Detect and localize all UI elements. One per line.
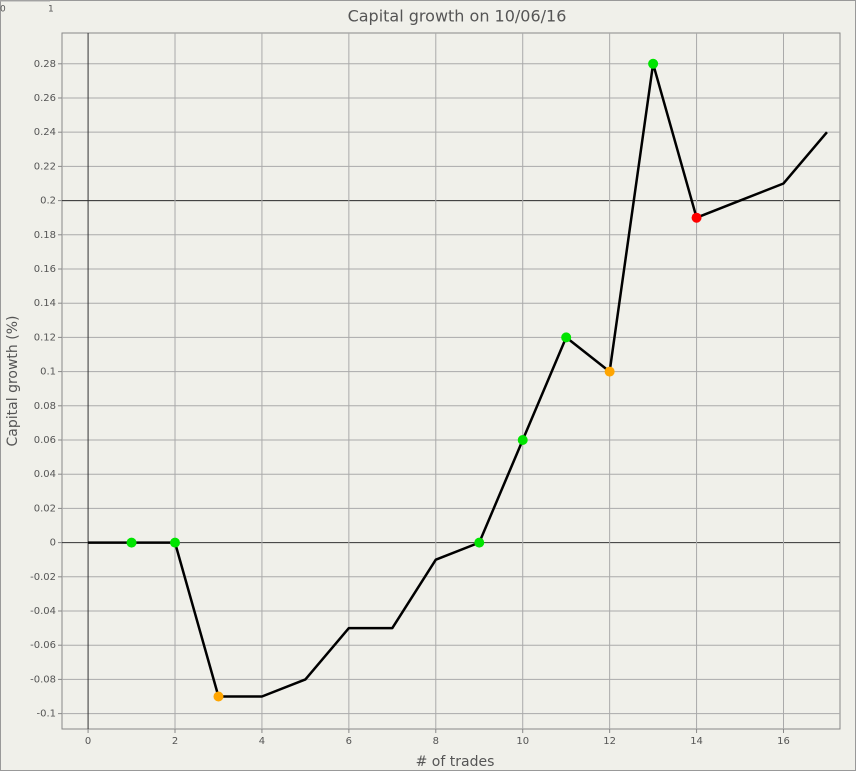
y-tick-label: 0.24	[34, 127, 56, 138]
y-axis-label: Capital growth (%)	[5, 316, 21, 447]
series-line	[88, 62, 828, 698]
point-marker	[126, 537, 137, 548]
point-marker	[604, 366, 615, 377]
point-marker	[648, 58, 659, 69]
x-tick-label: 12	[603, 736, 616, 747]
x-tick-label: 4	[259, 736, 265, 747]
y-tick-label: 0.16	[34, 264, 56, 275]
x-tick-label: 8	[433, 736, 439, 747]
point-marker	[474, 537, 485, 548]
point-marker	[517, 434, 528, 445]
x-tick-label: 6	[346, 736, 352, 747]
corner-label: 1	[48, 5, 54, 15]
y-tick-label: 0.18	[34, 230, 56, 241]
chart-title: Capital growth on 10/06/16	[348, 7, 567, 26]
y-tick-label: 0.08	[34, 401, 56, 412]
x-tick-label: 0	[85, 736, 91, 747]
point-marker	[691, 212, 702, 223]
y-tick-label: 0.04	[34, 469, 56, 480]
y-tick-label: 0.14	[34, 298, 56, 309]
x-tick-label: 14	[690, 736, 703, 747]
y-tick-label: 0.2	[40, 196, 56, 207]
y-tick-label: 0	[50, 538, 56, 549]
y-tick-label: 0.12	[34, 332, 56, 343]
corner-label: 0	[0, 5, 6, 15]
y-tick-label: 0.06	[34, 435, 56, 446]
point-marker	[561, 332, 572, 343]
x-axis-label: # of trades	[416, 754, 495, 770]
x-tick-label: 10	[516, 736, 529, 747]
point-marker	[213, 691, 224, 702]
plot-area	[61, 32, 841, 730]
y-tick-label: 0.1	[40, 367, 56, 378]
y-tick-label: 0.28	[34, 59, 56, 70]
y-tick-label: 0.02	[34, 503, 56, 514]
y-tick-label: -0.04	[30, 606, 56, 617]
point-marker	[170, 537, 181, 548]
y-tick-label: 0.22	[34, 161, 56, 172]
y-tick-label: 0.26	[34, 93, 56, 104]
y-tick-label: -0.02	[30, 572, 56, 583]
y-tick-label: -0.08	[30, 674, 56, 685]
x-tick-label: 16	[777, 736, 790, 747]
x-tick-label: 2	[172, 736, 178, 747]
y-tick-label: -0.1	[36, 709, 56, 720]
y-tick-label: -0.06	[30, 640, 56, 651]
